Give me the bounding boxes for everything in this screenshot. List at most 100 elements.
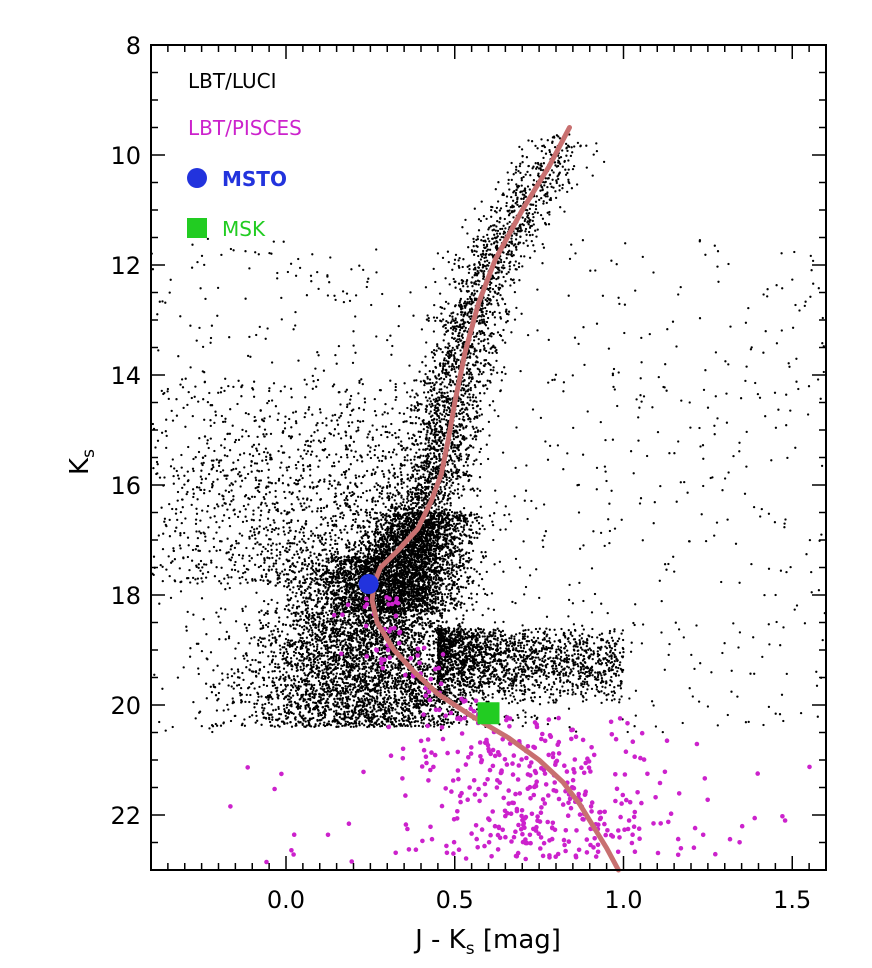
luci-point <box>390 677 394 680</box>
luci-point <box>264 611 268 615</box>
luci-point <box>330 582 333 585</box>
luci-point <box>289 721 292 724</box>
luci-point <box>294 689 298 692</box>
luci-point <box>432 630 436 633</box>
luci-point <box>432 621 436 625</box>
luci-point <box>398 671 401 675</box>
luci-point <box>533 714 536 717</box>
luci-point <box>285 706 288 709</box>
luci-point <box>260 695 263 698</box>
luci-point <box>351 572 355 576</box>
luci-point <box>407 632 410 636</box>
luci-point <box>409 684 413 687</box>
luci-point <box>363 634 367 638</box>
luci-point <box>365 644 368 647</box>
luci-point <box>319 592 322 596</box>
luci-point <box>315 640 318 643</box>
luci-point <box>305 636 309 639</box>
luci-point <box>362 701 365 704</box>
luci-point <box>397 712 400 715</box>
luci-point <box>314 693 317 696</box>
luci-point <box>296 702 299 705</box>
luci-point <box>334 594 337 597</box>
luci-point <box>428 635 432 638</box>
luci-point <box>488 685 491 688</box>
luci-point <box>414 689 418 693</box>
luci-point <box>421 725 424 728</box>
luci-point <box>400 711 404 714</box>
luci-point <box>311 572 314 575</box>
luci-point <box>322 615 326 618</box>
luci-point <box>310 626 313 630</box>
luci-point <box>410 682 413 685</box>
luci-point <box>441 702 444 706</box>
luci-point <box>234 647 237 650</box>
luci-point <box>310 620 314 623</box>
luci-point <box>310 598 313 602</box>
luci-point <box>279 651 282 655</box>
luci-point <box>219 621 222 624</box>
luci-point <box>373 633 376 637</box>
luci-point <box>391 616 394 619</box>
luci-point <box>274 662 277 666</box>
luci-point <box>294 595 297 598</box>
luci-point <box>373 725 376 728</box>
luci-point <box>404 724 407 728</box>
luci-point <box>384 702 387 706</box>
luci-point <box>364 660 367 663</box>
luci-point <box>355 629 358 632</box>
luci-point <box>270 703 273 706</box>
luci-point <box>377 718 380 721</box>
luci-point <box>310 617 313 620</box>
luci-point <box>286 722 289 725</box>
luci-point <box>428 718 431 721</box>
luci-point <box>321 716 325 720</box>
luci-point <box>243 724 247 727</box>
luci-point <box>270 598 273 602</box>
luci-point <box>383 684 386 688</box>
luci-point <box>419 667 422 671</box>
luci-point <box>338 705 341 708</box>
luci-point <box>262 712 265 716</box>
luci-point <box>428 643 431 647</box>
luci-point <box>292 611 296 615</box>
luci-point <box>480 560 483 564</box>
luci-point <box>438 715 441 718</box>
luci-point <box>407 714 410 717</box>
luci-point <box>245 626 248 630</box>
luci-point <box>508 637 511 640</box>
luci-point <box>314 690 317 693</box>
luci-point <box>521 724 524 728</box>
luci-point <box>399 566 403 569</box>
luci-point <box>299 685 302 688</box>
luci-point <box>377 705 380 709</box>
luci-point <box>389 717 393 720</box>
luci-point <box>257 695 260 698</box>
luci-point <box>339 722 342 726</box>
luci-point <box>271 636 274 640</box>
luci-point <box>312 663 315 666</box>
luci-point <box>364 638 367 641</box>
luci-point <box>459 693 462 696</box>
luci-point <box>471 603 474 606</box>
luci-point <box>533 696 536 699</box>
luci-point <box>306 587 309 590</box>
luci-point <box>342 705 345 708</box>
luci-point <box>359 621 362 624</box>
luci-point <box>394 666 397 670</box>
luci-point <box>327 586 330 589</box>
luci-point <box>310 580 313 584</box>
luci-point <box>304 614 308 618</box>
luci-point <box>440 612 444 615</box>
luci-point <box>344 675 347 678</box>
luci-point <box>235 684 239 687</box>
luci-point <box>255 714 258 718</box>
luci-point <box>284 714 287 718</box>
luci-point <box>394 644 397 647</box>
luci-point <box>288 692 291 695</box>
luci-point <box>316 658 319 662</box>
luci-point <box>445 708 449 711</box>
luci-point <box>367 666 371 669</box>
luci-point <box>358 656 361 660</box>
luci-point <box>394 680 397 683</box>
